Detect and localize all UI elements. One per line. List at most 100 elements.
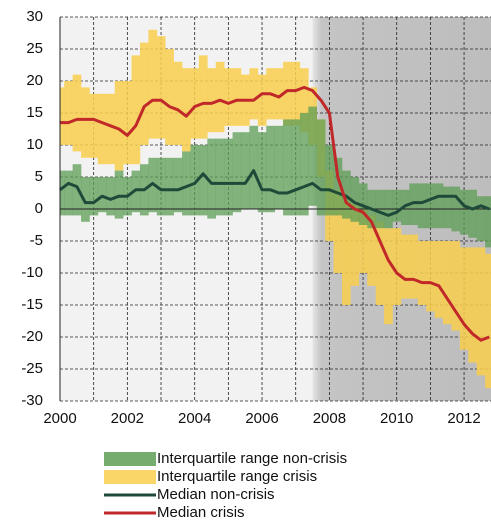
y-tick-label: 15 [26,104,43,121]
iqr-band [232,132,242,213]
x-tick-label: 2012 [447,410,480,427]
iqr-band [333,157,343,216]
iqr-band [367,215,376,286]
iqr-band [207,68,217,133]
x-tick-label: 2000 [43,410,76,427]
iqr-band [409,183,419,225]
iqr-band [173,157,183,213]
iqr-band [409,234,419,299]
iqr-band [451,241,461,331]
iqr-band [173,61,183,145]
iqr-band [274,125,284,209]
iqr-band [232,68,242,126]
iqr-band [81,177,90,222]
y-tick-label: -5 [30,232,43,249]
iqr-band [257,132,267,213]
iqr-band [165,49,174,145]
iqr-band [123,81,132,165]
y-tick-label: 10 [26,136,43,153]
iqr-band [291,119,301,216]
iqr-band [443,241,452,325]
iqr-band [308,106,318,206]
iqr-band [131,55,141,165]
iqr-band [224,68,233,126]
iqr-band [434,241,444,318]
iqr-band [459,189,469,235]
iqr-band [274,68,284,120]
iqr-band [358,209,368,273]
iqr-band [426,241,435,312]
iqr-band [375,221,385,305]
y-tick-label: -25 [21,360,43,377]
iqr-band [64,170,73,216]
iqr-band [249,68,259,120]
y-tick-label: 25 [26,40,43,57]
iqr-band [476,247,486,376]
x-tick-label: 2006 [245,410,278,427]
iqr-band [434,183,444,229]
iqr-band [114,81,124,171]
iqr-band [485,253,491,389]
iqr-band [224,138,233,216]
iqr-band [485,196,491,248]
iqr-band [182,68,191,152]
y-tick-label: -10 [21,264,43,281]
y-tick-label: 20 [26,72,43,89]
iqr-band [249,125,259,209]
iqr-band [97,177,107,213]
iqr-band [207,138,217,219]
iqr-band [283,119,292,216]
iqr-band [139,42,149,145]
iqr-band [333,189,343,273]
legend-label: Median non-crisis [157,486,275,503]
iqr-band [384,228,393,325]
iqr-band [148,29,158,139]
y-tick-label: -15 [21,296,43,313]
iqr-band [156,157,166,216]
y-tick-label: 5 [35,168,43,185]
y-tick-label: -30 [21,392,43,409]
legend-label: Interquartile range crisis [157,468,317,485]
y-tick-label: 30 [26,8,43,25]
iqr-band [392,228,402,305]
x-tick-label: 2004 [178,410,211,427]
iqr-band [190,145,200,216]
iqr-band [325,145,334,216]
iqr-band [156,36,166,139]
y-tick-label: 0 [35,200,43,217]
iqr-band [165,157,174,216]
iqr-band [400,234,410,299]
iqr-band [97,93,107,165]
iqr-band [60,87,65,145]
median-line [59,169,490,217]
iqr-band [266,125,275,213]
iqr-band [106,93,116,165]
iqr-band [299,68,309,133]
iqr-band [316,119,326,216]
iqr-band [283,61,292,126]
iqr-band [114,170,124,219]
legend-swatch [104,452,156,466]
iqr-band [198,145,208,216]
x-tick-label: 2002 [111,410,144,427]
median-line [60,85,490,342]
legend-label: Interquartile range non-crisis [157,450,347,467]
iqr-band [106,177,116,216]
iqr-band [417,183,427,229]
iqr-band [291,61,301,126]
iqr-band [257,74,267,126]
iqr-band [392,189,402,222]
legend-swatch [104,470,156,484]
y-tick-label: -20 [21,328,43,345]
iqr-band [190,68,200,139]
x-tick-label: 2008 [313,410,346,427]
iqr-band [198,55,208,139]
iqr-band [64,81,73,145]
iqr-band [342,196,351,305]
iqr-band [358,183,368,225]
legend-label: Median crisis [157,504,245,521]
iqr-band [240,132,250,209]
iqr-band [468,247,477,363]
iqr-band [426,183,435,229]
